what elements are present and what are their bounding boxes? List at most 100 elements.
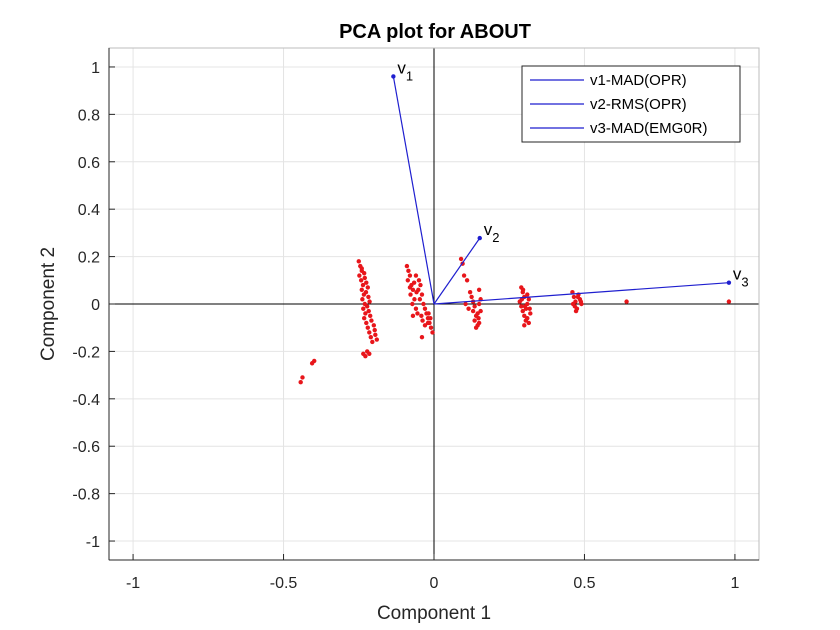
score-point xyxy=(525,316,530,321)
score-point xyxy=(419,334,425,340)
score-point xyxy=(520,287,526,292)
chart-title: PCA plot for ABOUT xyxy=(339,21,531,43)
score-point xyxy=(406,268,411,274)
loading-vector-line xyxy=(433,237,481,305)
score-point xyxy=(411,280,417,285)
legend-entry-label: v1-MAD(OPR) xyxy=(590,72,687,89)
score-point xyxy=(414,289,419,295)
score-point xyxy=(404,263,410,269)
score-point xyxy=(574,306,580,311)
score-point xyxy=(428,316,433,321)
score-point xyxy=(522,323,527,328)
score-point xyxy=(412,297,417,302)
score-point xyxy=(312,358,317,364)
score-point xyxy=(407,285,413,290)
y-tick-label: 0.4 xyxy=(78,202,100,219)
score-point xyxy=(416,278,422,283)
score-point xyxy=(472,318,477,323)
score-point xyxy=(470,308,476,314)
score-point xyxy=(476,316,481,321)
score-point xyxy=(422,323,428,328)
vector-label-subscript: 2 xyxy=(492,230,499,245)
score-point xyxy=(463,301,468,307)
score-point xyxy=(578,299,584,304)
score-point xyxy=(571,294,577,300)
score-point xyxy=(466,306,471,311)
score-point xyxy=(476,320,482,326)
score-point xyxy=(363,311,368,316)
score-point xyxy=(361,316,367,321)
score-point xyxy=(522,313,527,319)
y-tick-label: 0.6 xyxy=(78,155,100,172)
score-point xyxy=(359,266,364,271)
score-point xyxy=(415,311,420,316)
score-point xyxy=(405,278,411,283)
score-point xyxy=(361,270,367,276)
y-tick-labels: 1 0.8 0.6 0.4 0.2 0 -0.2 -0.4 -0.6 -0.8 -1 xyxy=(72,60,100,551)
score-point xyxy=(413,306,419,311)
score-point xyxy=(469,294,474,300)
score-point xyxy=(425,320,431,326)
score-points xyxy=(298,256,732,385)
y-tick-label: -1 xyxy=(86,534,100,551)
loading-vector-line xyxy=(433,282,729,305)
score-point xyxy=(368,334,374,340)
score-point xyxy=(430,330,435,335)
score-point xyxy=(367,351,372,356)
score-point xyxy=(298,380,303,385)
score-point xyxy=(363,289,369,295)
score-point xyxy=(575,294,581,300)
y-tick-label: -0.8 xyxy=(72,487,100,504)
vector-label-subscript: 3 xyxy=(741,275,748,290)
score-point xyxy=(374,337,380,342)
x-tick-label: 0.5 xyxy=(573,575,595,592)
y-tick-label: 0.8 xyxy=(78,107,100,124)
y-tick-label: -0.4 xyxy=(72,392,100,409)
score-point xyxy=(368,313,373,319)
score-point xyxy=(520,308,525,314)
score-point xyxy=(526,297,531,302)
score-point xyxy=(461,273,467,278)
score-point xyxy=(476,301,482,307)
x-tick-labels: -1 -0.5 0 0.5 1 xyxy=(126,575,740,592)
score-point xyxy=(472,304,477,309)
score-point xyxy=(478,308,483,314)
y-tick-label: -0.6 xyxy=(72,439,100,456)
score-point xyxy=(372,327,377,333)
score-point xyxy=(366,294,371,300)
loading-vector-tip xyxy=(477,235,482,241)
score-point xyxy=(358,278,364,283)
score-point xyxy=(458,256,464,262)
score-point xyxy=(364,320,369,326)
score-point xyxy=(371,323,377,328)
score-point xyxy=(364,304,370,309)
score-point xyxy=(410,301,415,307)
loading-vector-tip xyxy=(391,74,396,79)
score-point xyxy=(475,311,480,316)
score-point xyxy=(419,313,424,319)
score-point xyxy=(407,273,413,278)
legend-entry-label: v2-RMS(OPR) xyxy=(590,96,687,113)
score-point xyxy=(365,285,370,290)
y-axis-label: Component 2 xyxy=(38,247,59,361)
score-point xyxy=(528,311,533,316)
x-tick-label: 0 xyxy=(430,575,439,592)
score-point xyxy=(362,275,367,281)
score-point xyxy=(361,306,366,311)
x-axis-label: Component 1 xyxy=(377,603,491,624)
score-point xyxy=(420,318,425,323)
score-point xyxy=(570,289,575,295)
loading-vector-tip xyxy=(726,280,732,285)
loading-vector-line xyxy=(392,76,435,305)
score-point xyxy=(366,308,371,314)
score-point xyxy=(418,282,423,288)
score-point xyxy=(422,306,428,311)
score-point xyxy=(570,301,576,307)
score-point xyxy=(410,287,416,292)
y-tick-label: -0.2 xyxy=(72,344,100,361)
score-point xyxy=(421,301,426,307)
score-point xyxy=(476,287,482,292)
x-tick-label: -1 xyxy=(126,575,140,592)
score-point xyxy=(370,339,375,345)
